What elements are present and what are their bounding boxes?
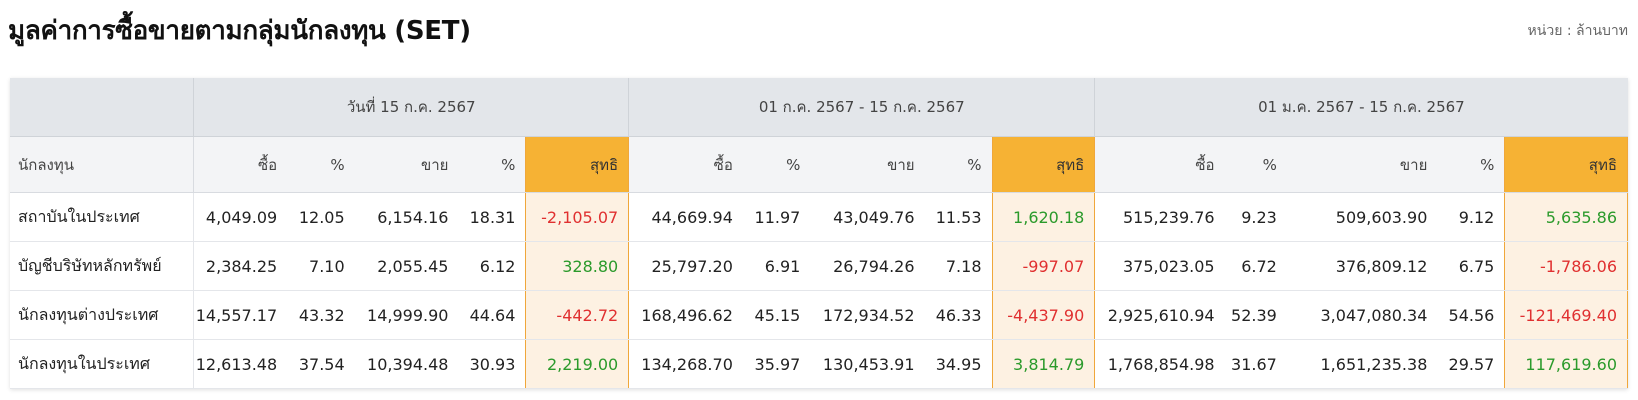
column-header-sell-pct: % <box>924 136 992 193</box>
column-header-net: สุทธิ <box>991 136 1096 193</box>
page-header: มูลค่าการซื้อขายตามกลุ่มนักลงทุน (SET) ห… <box>0 0 1638 78</box>
investor-trading-table-container: วันที่ 15 ก.ค. 2567 01 ก.ค. 2567 - 15 ก.… <box>10 78 1628 389</box>
sell-value: 43,049.76 <box>810 192 925 242</box>
net-value: -2,105.07 <box>525 192 630 242</box>
buy-value: 2,925,610.94 <box>1094 290 1225 340</box>
sell-value: 130,453.91 <box>810 339 925 389</box>
sell-pct: 18.31 <box>458 192 526 242</box>
sell-pct: 29.57 <box>1437 339 1505 389</box>
buy-pct: 37.54 <box>287 339 355 389</box>
net-value: 5,635.86 <box>1504 192 1628 242</box>
period-header-row: วันที่ 15 ก.ค. 2567 01 ก.ค. 2567 - 15 ก.… <box>10 78 1628 137</box>
buy-pct: 9.23 <box>1224 192 1287 242</box>
column-header-sell: ขาย <box>354 136 459 193</box>
buy-value: 515,239.76 <box>1094 192 1225 242</box>
buy-pct: 6.91 <box>742 241 811 291</box>
column-header-buy: ซื้อ <box>1094 136 1225 193</box>
buy-value: 375,023.05 <box>1094 241 1225 291</box>
page-title: มูลค่าการซื้อขายตามกลุ่มนักลงทุน (SET) <box>8 16 471 46</box>
unit-label: หน่วย : ล้านบาท <box>1527 23 1628 39</box>
sell-pct: 30.93 <box>458 339 526 389</box>
sell-value: 1,651,235.38 <box>1286 339 1438 389</box>
period-header-empty <box>10 78 195 137</box>
investor-name: บัญชีบริษัทหลักทรัพย์ <box>10 241 195 291</box>
table-row: นักลงทุนต่างประเทศ 14,557.17 43.32 14,99… <box>10 290 1628 340</box>
column-header-buy-pct: % <box>1224 136 1287 193</box>
period-header-month: 01 ก.ค. 2567 - 15 ก.ค. 2567 <box>628 78 1096 137</box>
sell-pct: 6.75 <box>1437 241 1505 291</box>
column-header-net: สุทธิ <box>525 136 630 193</box>
table-body: สถาบันในประเทศ 4,049.09 12.05 6,154.16 1… <box>10 192 1628 389</box>
investor-trading-table: วันที่ 15 ก.ค. 2567 01 ก.ค. 2567 - 15 ก.… <box>10 78 1628 389</box>
net-value: -4,437.90 <box>991 290 1096 340</box>
buy-value: 134,268.70 <box>628 339 743 389</box>
buy-pct: 7.10 <box>287 241 355 291</box>
column-header-investor: นักลงทุน <box>10 136 195 193</box>
column-header-buy-pct: % <box>742 136 811 193</box>
column-header-sell: ขาย <box>1286 136 1438 193</box>
sell-value: 376,809.12 <box>1286 241 1438 291</box>
net-value: 117,619.60 <box>1504 339 1628 389</box>
sell-pct: 44.64 <box>458 290 526 340</box>
column-header-sell: ขาย <box>810 136 925 193</box>
buy-value: 168,496.62 <box>628 290 743 340</box>
investor-name: นักลงทุนในประเทศ <box>10 339 195 389</box>
column-header-sell-pct: % <box>1437 136 1505 193</box>
column-header-sell-pct: % <box>458 136 526 193</box>
investor-name: สถาบันในประเทศ <box>10 192 195 242</box>
net-value: 328.80 <box>525 241 630 291</box>
buy-pct: 12.05 <box>287 192 355 242</box>
buy-pct: 31.67 <box>1224 339 1287 389</box>
sell-pct: 54.56 <box>1437 290 1505 340</box>
column-header-buy-pct: % <box>287 136 355 193</box>
buy-pct: 11.97 <box>742 192 811 242</box>
sell-value: 14,999.90 <box>354 290 459 340</box>
net-value: -1,786.06 <box>1504 241 1628 291</box>
sell-pct: 11.53 <box>924 192 992 242</box>
buy-pct: 35.97 <box>742 339 811 389</box>
net-value: 2,219.00 <box>525 339 630 389</box>
period-header-day: วันที่ 15 ก.ค. 2567 <box>193 78 630 137</box>
sell-value: 6,154.16 <box>354 192 459 242</box>
period-header-ytd: 01 ม.ค. 2567 - 15 ก.ค. 2567 <box>1094 78 1628 137</box>
table-row: นักลงทุนในประเทศ 12,613.48 37.54 10,394.… <box>10 339 1628 389</box>
sell-value: 172,934.52 <box>810 290 925 340</box>
sell-value: 509,603.90 <box>1286 192 1438 242</box>
net-value: 1,620.18 <box>991 192 1096 242</box>
buy-pct: 6.72 <box>1224 241 1287 291</box>
sell-value: 26,794.26 <box>810 241 925 291</box>
net-value: -997.07 <box>991 241 1096 291</box>
sell-value: 3,047,080.34 <box>1286 290 1438 340</box>
sell-pct: 6.12 <box>458 241 526 291</box>
investor-name: นักลงทุนต่างประเทศ <box>10 290 195 340</box>
table-row: บัญชีบริษัทหลักทรัพย์ 2,384.25 7.10 2,05… <box>10 241 1628 291</box>
sell-pct: 7.18 <box>924 241 992 291</box>
buy-pct: 43.32 <box>287 290 355 340</box>
net-value: -121,469.40 <box>1504 290 1628 340</box>
net-value: 3,814.79 <box>991 339 1096 389</box>
sell-pct: 34.95 <box>924 339 992 389</box>
sell-value: 10,394.48 <box>354 339 459 389</box>
net-value: -442.72 <box>525 290 630 340</box>
sell-pct: 9.12 <box>1437 192 1505 242</box>
buy-value: 4,049.09 <box>193 192 288 242</box>
column-header-row: นักลงทุน ซื้อ % ขาย % สุทธิ ซื้อ % ขาย %… <box>10 136 1628 193</box>
buy-value: 25,797.20 <box>628 241 743 291</box>
sell-value: 2,055.45 <box>354 241 459 291</box>
column-header-buy: ซื้อ <box>193 136 288 193</box>
buy-value: 1,768,854.98 <box>1094 339 1225 389</box>
buy-value: 14,557.17 <box>193 290 288 340</box>
table-row: สถาบันในประเทศ 4,049.09 12.05 6,154.16 1… <box>10 192 1628 242</box>
sell-pct: 46.33 <box>924 290 992 340</box>
buy-value: 12,613.48 <box>193 339 288 389</box>
buy-pct: 52.39 <box>1224 290 1287 340</box>
column-header-buy: ซื้อ <box>628 136 743 193</box>
column-header-net: สุทธิ <box>1504 136 1628 193</box>
buy-value: 2,384.25 <box>193 241 288 291</box>
buy-pct: 45.15 <box>742 290 811 340</box>
buy-value: 44,669.94 <box>628 192 743 242</box>
